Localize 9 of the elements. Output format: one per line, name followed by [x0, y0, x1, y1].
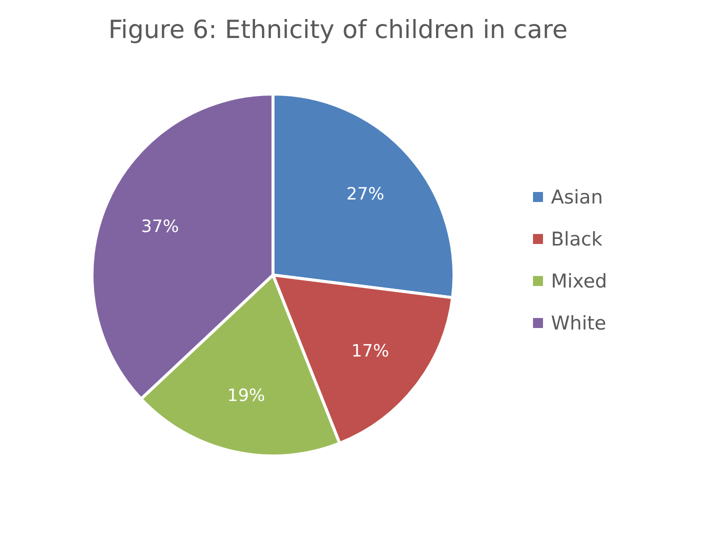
data-label: 27% — [346, 184, 384, 205]
legend-label: Asian — [551, 186, 603, 209]
legend-label: Mixed — [551, 270, 608, 293]
data-label: 19% — [227, 386, 266, 406]
legend-label: Black — [551, 228, 602, 251]
data-label: 17% — [351, 341, 390, 362]
chart-title: Figure 6: Ethnicity of children in care — [108, 15, 568, 44]
legend-label: White — [551, 312, 606, 335]
data-label: 37% — [141, 217, 179, 238]
